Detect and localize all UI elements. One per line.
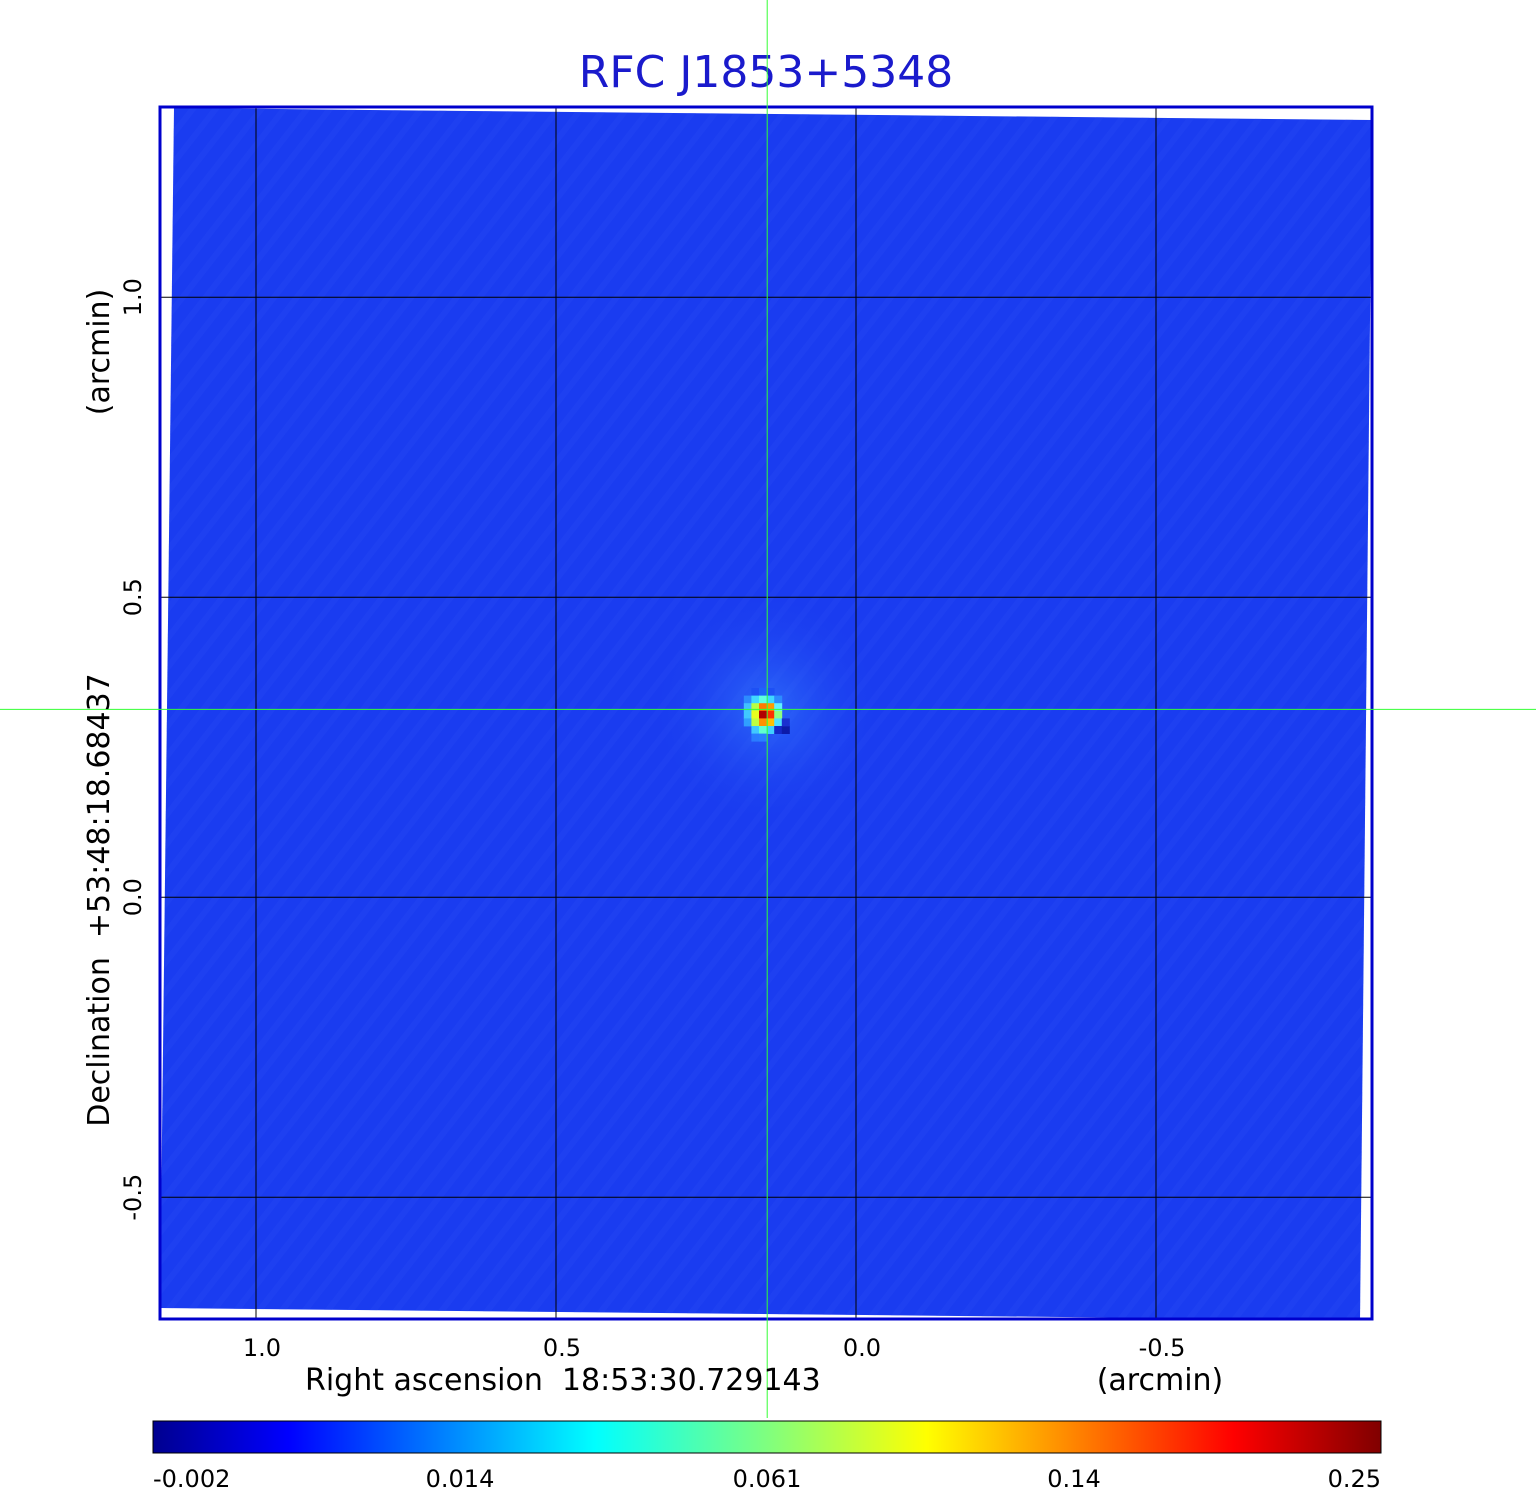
source-cell bbox=[759, 718, 767, 727]
source-cell bbox=[751, 703, 760, 712]
source-cell bbox=[774, 710, 783, 719]
x-tick-label: -0.5 bbox=[1139, 1334, 1186, 1362]
x-axis-label: Right ascension 18:53:30.729143 bbox=[305, 1363, 821, 1398]
source-cell bbox=[766, 718, 775, 727]
chart-title: RFC J1853+5348 bbox=[579, 47, 953, 98]
image-layer bbox=[160, 108, 1372, 1320]
x-tick-label: 0.0 bbox=[843, 1334, 881, 1362]
x-axis-unit: (arcmin) bbox=[1097, 1363, 1224, 1398]
colorbar-tick-label: -0.002 bbox=[153, 1465, 230, 1493]
x-tick-labels: 1.0 0.5 0.0 -0.5 bbox=[243, 1334, 1186, 1362]
coordinate-grid bbox=[160, 107, 1372, 1319]
source-cell bbox=[743, 703, 752, 712]
y-tick-label: 1.0 bbox=[119, 278, 147, 316]
colorbar-tick-label: 0.014 bbox=[426, 1465, 495, 1493]
source-cell bbox=[743, 695, 752, 704]
source-cell bbox=[781, 726, 790, 734]
source-cell bbox=[774, 695, 783, 704]
source-cell bbox=[781, 718, 790, 727]
colorbar-tick-label: 0.061 bbox=[733, 1465, 802, 1493]
source-cell bbox=[759, 695, 767, 704]
x-tick-label: 0.5 bbox=[543, 1334, 581, 1362]
source-cell bbox=[743, 718, 752, 727]
source-cell bbox=[759, 726, 767, 734]
source-cell bbox=[766, 703, 775, 712]
y-axis-label: Declination +53:48:18.68437 bbox=[82, 673, 117, 1127]
source-cell bbox=[766, 695, 775, 704]
source-cell bbox=[774, 718, 783, 727]
source-cell bbox=[759, 710, 767, 719]
colorbar bbox=[152, 1420, 1382, 1454]
source-cell bbox=[751, 688, 760, 696]
plot-frame bbox=[158, 105, 1374, 1321]
source-cell bbox=[751, 733, 760, 742]
y-axis-unit: (arcmin) bbox=[82, 289, 117, 416]
source-cell bbox=[751, 695, 760, 704]
source-cell bbox=[774, 703, 783, 712]
source-cell bbox=[766, 726, 775, 734]
source-cell bbox=[759, 703, 767, 712]
source-cell bbox=[751, 726, 760, 734]
source-blob bbox=[743, 688, 790, 742]
crosshair bbox=[0, 0, 1536, 1418]
source-cell bbox=[751, 718, 760, 727]
source-cell bbox=[759, 688, 767, 696]
y-tick-label: -0.5 bbox=[119, 1174, 147, 1221]
source-cell bbox=[774, 726, 783, 734]
source-cell bbox=[759, 733, 767, 742]
source-cell bbox=[743, 710, 752, 719]
y-tick-label: 0.0 bbox=[119, 878, 147, 916]
y-tick-label: 0.5 bbox=[119, 578, 147, 616]
colorbar-tick-label: 0.14 bbox=[1047, 1465, 1100, 1493]
x-tick-label: 1.0 bbox=[243, 1334, 281, 1362]
colorbar-tick-label: 0.25 bbox=[1328, 1465, 1381, 1493]
source-cell bbox=[766, 710, 775, 719]
source-cell bbox=[751, 710, 760, 719]
source-cell bbox=[766, 688, 775, 696]
colorbar-tick-labels: -0.002 0.014 0.061 0.14 0.25 bbox=[153, 1465, 1381, 1493]
y-tick-labels: 1.0 0.5 0.0 -0.5 bbox=[119, 278, 147, 1220]
